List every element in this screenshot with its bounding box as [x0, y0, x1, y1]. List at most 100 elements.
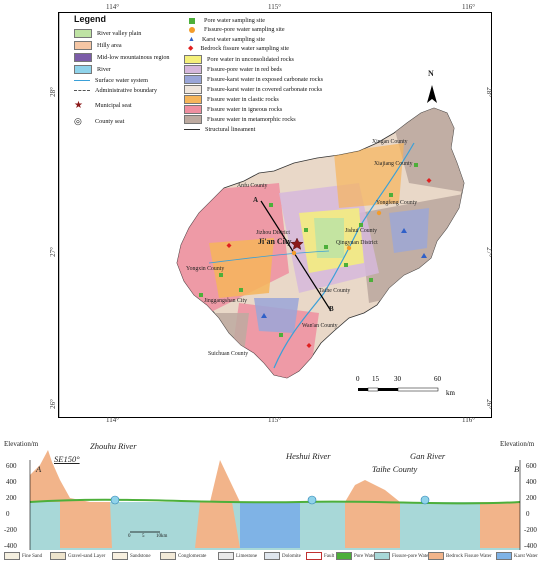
place-jian-city: Ji'an City	[258, 237, 292, 246]
coord-left-27: 27°	[48, 247, 57, 257]
coord-top-116: 116°	[462, 3, 476, 11]
elev-tick-200: 200	[6, 494, 17, 502]
elev-tick-neg200: -200	[4, 526, 17, 534]
elev-tick-0: 0	[6, 510, 10, 518]
section-profile	[29, 450, 521, 550]
place-xingan: Xingan County	[372, 139, 408, 145]
place-anfu: Anfu County	[237, 183, 268, 189]
section-label-b: B	[329, 305, 334, 313]
coord-top-114: 114°	[106, 3, 120, 11]
star-icon	[290, 237, 304, 250]
section-end-b: B	[514, 464, 520, 474]
place-yongxin: Yongxin County	[186, 266, 225, 272]
legend-aquifer-3: Fissure-karst water in covered carbonate…	[184, 85, 322, 94]
elev-tick-r-600: 600	[526, 462, 537, 470]
legend-site-fissure-pore: Fissure-pore water sampling site	[184, 26, 285, 33]
legend-item-mountain: Mid-low mountainous region	[74, 53, 170, 62]
map-frame	[58, 12, 492, 418]
place-wanan: Wan'an County	[302, 323, 338, 329]
double-circle-icon: ◎	[74, 116, 82, 126]
section-legend-karst: Karst Water	[496, 552, 538, 560]
legend-site-karst: ▲ Karst water sampling site	[188, 35, 265, 43]
coord-left-26: 26°	[48, 399, 57, 409]
cross-section: Elevation/m Elevation/m 600 400 200 0 -2…	[0, 420, 550, 568]
coord-left-28: 28°	[48, 87, 57, 97]
section-label-a: A	[253, 196, 259, 204]
place-jinggangshan: Jinggangshan City	[204, 298, 247, 304]
section-county-label: Taihe County	[372, 464, 418, 474]
legend-site-bedrock: ◆ Bedrock fissure water sampling site	[188, 44, 290, 52]
legend-aquifer-0: Pore water in unconsolidated rocks	[184, 55, 294, 64]
north-arrow-icon	[427, 85, 437, 103]
place-jizhou: Jizhou District	[256, 230, 290, 236]
river-gan	[273, 142, 415, 369]
place-qingyuan: Qingyuan District	[336, 240, 378, 246]
section-scale-10: 10km	[156, 534, 168, 539]
section-legend-bedrock: Bedrock Fissure Water	[428, 552, 492, 560]
sampling-sites	[199, 163, 432, 348]
legend-item-river-valley: River valley plain	[74, 29, 141, 38]
map-legend: Legend River valley plain Hilly area Mid…	[64, 14, 339, 180]
place-yongfeng: Yongfeng County	[376, 200, 418, 206]
elev-tick-400: 400	[6, 478, 17, 486]
coord-right-27: 27°	[484, 247, 493, 257]
section-legend-gravel: Gravel-sand Layer	[50, 552, 105, 560]
legend-aquifer-4: Fissure water in clastic rocks	[184, 95, 279, 104]
geology-map	[59, 13, 465, 417]
legend-site-pore: Pore water sampling site	[184, 17, 265, 24]
legend-aquifer-5: Fissure water in igneous rocks	[184, 105, 282, 114]
section-legend-sandstone: Sandstone	[112, 552, 151, 560]
coord-top-115: 115°	[268, 3, 282, 11]
section-legend-limestone: Limestone	[218, 552, 257, 560]
star-icon: ★	[74, 100, 83, 111]
map-scale-bar: 0 15 30 60 km	[356, 375, 455, 397]
legend-aquifer-2: Fissure-karst water in exposed carbonate…	[184, 75, 323, 84]
place-jishui: Jishui County	[345, 228, 378, 234]
diamond-icon: ◆	[188, 44, 194, 52]
legend-item-river: River	[74, 65, 111, 74]
section-scale-0: 0	[128, 534, 131, 539]
river-gan-label: Gan River	[410, 451, 446, 461]
elev-tick-r-200: 200	[526, 494, 537, 502]
coord-right-26: 26°	[484, 399, 493, 409]
river-heshui-label: Heshui River	[286, 451, 331, 461]
elev-tick-neg400: -400	[4, 542, 17, 550]
legend-item-hilly: Hilly area	[74, 41, 122, 50]
section-scale-5: 5	[142, 534, 145, 539]
legend-title: Legend	[74, 14, 107, 24]
legend-item-county: ◎ County seat	[74, 116, 125, 126]
section-direction: SE150°	[54, 454, 80, 464]
elev-tick-600: 600	[6, 462, 17, 470]
section-legend-conglomerate: Conglomerate	[160, 552, 206, 560]
elev-right-label: Elevation/m	[500, 440, 535, 448]
legend-item-admin-boundary: Administrative boundary	[74, 87, 157, 94]
elev-tick-r-0: 0	[526, 510, 530, 518]
triangle-icon: ▲	[188, 35, 195, 43]
elev-tick-r-neg400: -400	[524, 542, 537, 550]
section-line	[260, 200, 332, 312]
coord-bottom-114: 114°	[106, 416, 120, 424]
elev-left-label: Elevation/m	[4, 440, 39, 448]
compass-label: N	[428, 69, 434, 78]
place-suichuan: Suichuan County	[208, 351, 249, 357]
section-legend-fault: Fault	[306, 552, 334, 560]
river-tributary	[208, 250, 330, 264]
coord-bottom-115: 115°	[268, 416, 282, 424]
section-legend-fissure-pore: Fissure-pore Water	[374, 552, 430, 560]
elev-tick-r-400: 400	[526, 478, 537, 486]
legend-item-municipal: ★ Municipal seat	[74, 100, 132, 111]
elev-tick-r-neg200: -200	[524, 526, 537, 534]
place-xiajiang: Xiajiang County	[374, 161, 413, 167]
legend-aquifer-1: Fissure-pore water in red beds	[184, 65, 282, 74]
place-taihe: Taihe County	[319, 288, 351, 294]
section-legend-dolomite: Dolomite	[264, 552, 301, 560]
legend-item-surface-water: Surface water system	[74, 77, 148, 84]
river-zhouhu-label: Zhouhu River	[90, 441, 137, 451]
legend-aquifer-6: Fissure water in metamorphic rocks	[184, 115, 296, 124]
section-legend-fine-sand: Fine Sand	[4, 552, 42, 560]
section-legend-pore: Pore Water	[336, 552, 376, 560]
coord-right-28: 28°	[484, 87, 493, 97]
section-end-a: A	[36, 464, 42, 474]
legend-structural: Structural lineament	[184, 126, 255, 133]
coord-bottom-116: 116°	[462, 416, 476, 424]
